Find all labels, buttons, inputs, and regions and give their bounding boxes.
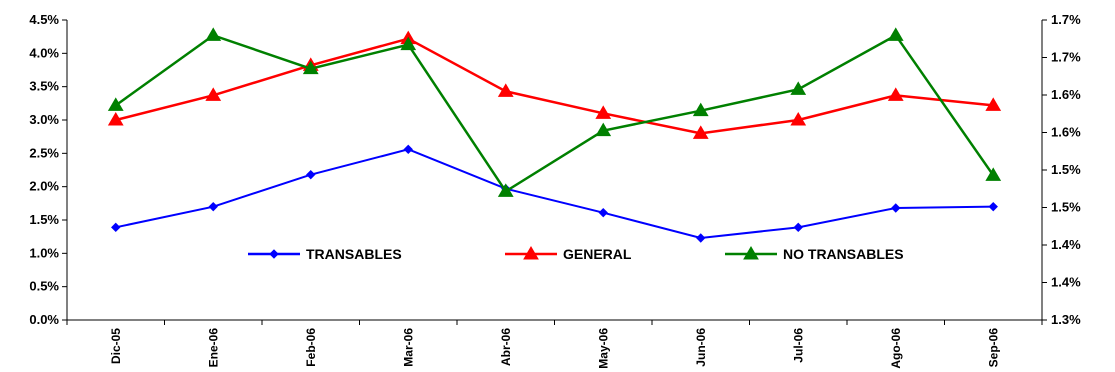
- data-point: [696, 233, 706, 243]
- right-y-tick-label: 1.6%: [1051, 87, 1081, 102]
- legend-label: TRANSABLES: [306, 246, 402, 262]
- series-line: [115, 37, 994, 135]
- data-point: [205, 27, 222, 41]
- data-point: [205, 87, 222, 101]
- right-y-tick-label: 1.7%: [1051, 50, 1081, 65]
- left-y-tick-label: 4.5%: [29, 12, 59, 27]
- data-point: [793, 222, 803, 233]
- data-point: [306, 169, 316, 180]
- x-tick-label: Dic-05: [109, 328, 123, 364]
- x-tick-label: Jun-06: [694, 328, 708, 367]
- data-point: [887, 87, 904, 101]
- data-point: [985, 167, 1002, 181]
- legend-label: GENERAL: [563, 246, 632, 262]
- data-point: [985, 97, 1002, 111]
- left-y-tick-label: 0.5%: [29, 279, 59, 294]
- data-point: [111, 222, 121, 233]
- right-y-tick-label: 1.4%: [1051, 275, 1081, 290]
- right-y-tick-label: 1.5%: [1051, 162, 1081, 177]
- data-point: [988, 201, 998, 212]
- left-y-tick-label: 2.5%: [29, 145, 59, 160]
- right-y-tick-label: 1.7%: [1051, 12, 1081, 27]
- x-tick-label: May-06: [596, 328, 610, 369]
- data-point: [107, 112, 124, 126]
- left-y-tick-label: 3.5%: [29, 79, 59, 94]
- data-point: [497, 183, 514, 197]
- data-point: [887, 27, 904, 41]
- data-point: [595, 122, 612, 137]
- data-point: [107, 97, 124, 111]
- data-point: [790, 81, 807, 95]
- data-point: [790, 112, 807, 126]
- data-point: [692, 125, 709, 139]
- data-point: [595, 105, 612, 119]
- x-tick-label: Ago-06: [889, 328, 903, 369]
- legend-label: NO TRANSABLES: [783, 246, 904, 262]
- right-y-tick-label: 1.5%: [1051, 200, 1081, 215]
- left-y-tick-label: 1.0%: [29, 245, 59, 260]
- left-y-tick-label: 1.5%: [29, 212, 59, 227]
- legend-swatch-marker: [743, 246, 759, 260]
- data-point: [302, 60, 319, 75]
- left-y-tick-label: 4.0%: [29, 45, 59, 60]
- x-tick-label: Mar-06: [401, 328, 415, 367]
- data-point: [891, 203, 901, 213]
- x-tick-label: Feb-06: [304, 328, 318, 367]
- left-y-tick-label: 2.0%: [29, 179, 59, 194]
- x-tick-label: Abr-06: [499, 328, 513, 366]
- x-tick-label: Ene-06: [206, 328, 220, 368]
- x-tick-label: Jul-06: [791, 328, 805, 363]
- series-line: [115, 148, 994, 240]
- data-point: [497, 83, 514, 97]
- data-point: [400, 36, 417, 51]
- data-point: [692, 102, 709, 117]
- data-point: [598, 207, 608, 218]
- legend-swatch-marker: [269, 249, 279, 259]
- series-line: [115, 33, 995, 194]
- data-point: [403, 144, 413, 155]
- left-y-tick-label: 3.0%: [29, 112, 59, 127]
- right-y-tick-label: 1.3%: [1051, 312, 1081, 327]
- data-point: [208, 201, 218, 212]
- right-y-tick-label: 1.6%: [1051, 125, 1081, 140]
- left-y-tick-label: 0.0%: [29, 312, 59, 327]
- x-tick-label: Sep-06: [986, 328, 1000, 368]
- right-y-tick-label: 1.4%: [1051, 237, 1081, 252]
- legend-swatch-marker: [523, 246, 539, 260]
